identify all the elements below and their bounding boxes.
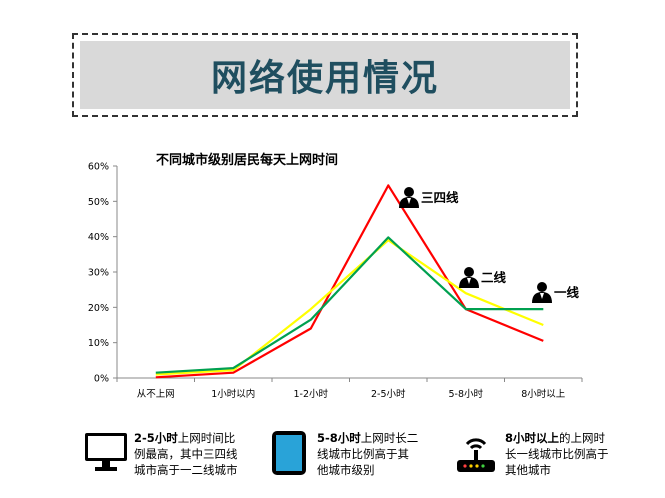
tablet-icon <box>272 431 306 475</box>
footer-line-1a: 上网时间比 <box>177 431 236 445</box>
x-tick-label: 1小时以内 <box>211 388 255 400</box>
footer-line-1b: 例最高，其中三四线 <box>134 447 238 461</box>
router-icon <box>457 438 495 472</box>
series-label-2: 二线 <box>481 270 507 285</box>
y-tick-label: 10% <box>88 338 109 349</box>
footer-line-2a: 上网时长二 <box>360 431 419 445</box>
y-tick-label: 20% <box>88 303 109 314</box>
series-label-1: 三四线 <box>421 190 459 205</box>
y-tick-label: 60% <box>88 162 109 173</box>
monitor-icon <box>85 433 127 471</box>
person-icon <box>399 187 419 208</box>
footer-text-1: 2-5小时上网时间比 例最高，其中三四线 城市高于一二线城市 <box>134 430 238 478</box>
footer-line-1c: 城市高于一二线城市 <box>134 463 238 477</box>
chart-title: 不同城市级别居民每天上网时间 <box>156 153 339 168</box>
page-title: 网络使用情况 <box>210 58 439 99</box>
footer-bold-2: 5-8小时 <box>317 431 361 445</box>
x-tick-label: 5-8小时 <box>448 388 483 400</box>
x-tick-label: 从不上网 <box>137 389 175 400</box>
series-label-3: 一线 <box>554 285 580 300</box>
x-tick-label: 8小时以上 <box>521 388 566 400</box>
x-tick-label: 2-5小时 <box>371 388 406 400</box>
footer-line-3b: 长一线城市比例高于 <box>505 447 609 461</box>
footer-text-3: 8小时以上的上网时 长一线城市比例高于 其他城市 <box>505 430 609 478</box>
series-line-2 <box>155 239 544 376</box>
footer-line-3a: 的上网时 <box>559 431 606 445</box>
footer-note-1: 2-5小时上网时间比 例最高，其中三四线 城市高于一二线城市 <box>84 430 238 478</box>
title-banner-inner: 网络使用情况 <box>80 41 570 109</box>
footer-bold-1: 2-5小时 <box>134 431 178 445</box>
footer-note-3: 8小时以上的上网时 长一线城市比例高于 其他城市 <box>455 430 609 478</box>
footer-line-2b: 线城市比例高于其 <box>317 447 409 461</box>
person-icon <box>459 267 479 288</box>
footer-line-2c: 他城市级别 <box>317 463 375 477</box>
footer-text-2: 5-8小时上网时长二 线城市比例高于其 他城市级别 <box>317 430 418 478</box>
title-banner: 网络使用情况 <box>72 33 578 117</box>
y-tick-label: 30% <box>88 268 109 279</box>
line-chart: 0% 10% 20% 30% 40% 50% 60% 从不上网 1小时以内 1-2小时 2-5小时 5… <box>88 162 583 400</box>
y-tick-label: 0% <box>94 374 109 385</box>
y-tick-label: 50% <box>88 197 109 208</box>
y-tick-label: 40% <box>88 232 109 243</box>
x-tick-label: 1-2小时 <box>293 388 328 400</box>
footer-line-3c: 其他城市 <box>505 463 551 477</box>
series-line-3 <box>155 236 544 374</box>
person-icon <box>532 282 552 303</box>
footer-bold-3: 8小时以上 <box>505 431 560 445</box>
series-line-1 <box>155 184 544 379</box>
footer-note-2: 5-8小时上网时长二 线城市比例高于其 他城市级别 <box>271 430 418 478</box>
